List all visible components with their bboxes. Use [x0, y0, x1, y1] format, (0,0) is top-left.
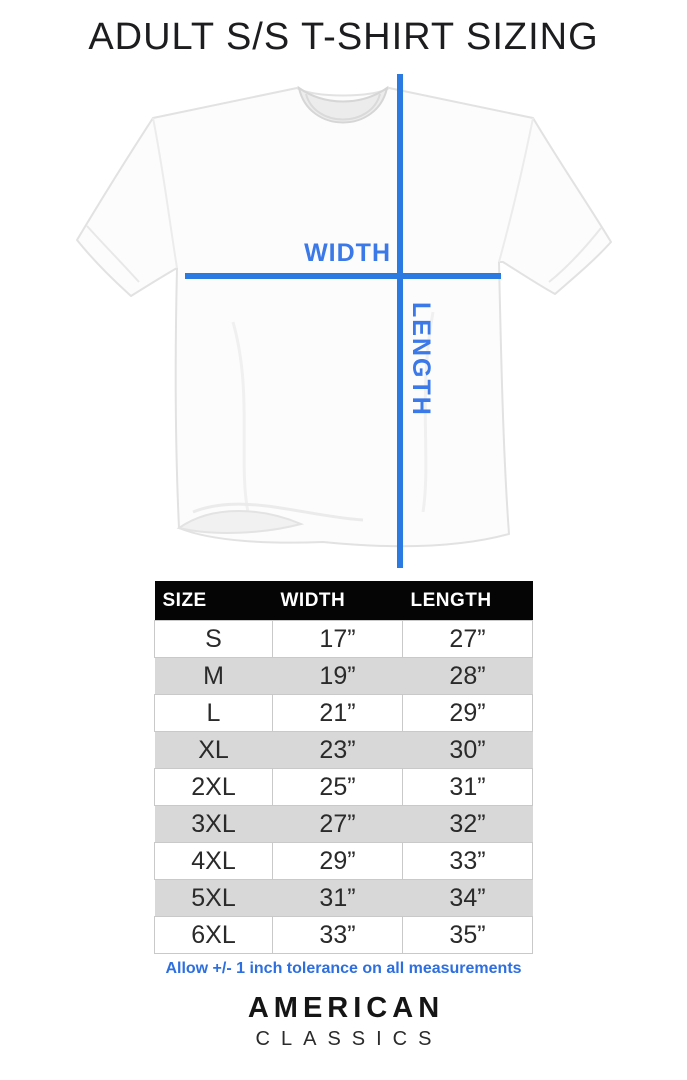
- width-cell: 31”: [319, 883, 356, 912]
- table-row: 4XL 29” 33”: [154, 842, 533, 880]
- width-cell: 23”: [319, 735, 356, 764]
- col-header-length: LENGTH: [402, 581, 533, 621]
- size-cell: 5XL: [191, 883, 236, 912]
- length-cell: 27”: [402, 620, 533, 658]
- length-cell: 29”: [402, 694, 533, 732]
- width-cell: 29”: [272, 842, 403, 880]
- width-cell: 25”: [272, 768, 403, 806]
- table-header-row: SIZE WIDTH LENGTH: [154, 581, 533, 621]
- brand-subname: CLASSICS: [255, 1028, 443, 1050]
- width-cell: 21”: [272, 694, 403, 732]
- length-label: LENGTH: [407, 302, 435, 417]
- size-cell: 6XL: [154, 916, 273, 954]
- tshirt-diagram: WIDTH LENGTH: [63, 72, 623, 572]
- tshirt-image: [76, 85, 612, 548]
- width-measure-line: [185, 273, 501, 279]
- size-cell: 2XL: [154, 768, 273, 806]
- tolerance-note: Allow +/- 1 inch tolerance on all measur…: [165, 960, 522, 977]
- length-measure-line: [397, 74, 403, 568]
- length-cell: 33”: [402, 842, 533, 880]
- brand-logo: AMERICAN CLASSICS: [0, 992, 687, 1051]
- brand-name: AMERICAN: [247, 992, 445, 1024]
- table-row: S 17” 27”: [154, 620, 533, 658]
- table-row: 3XL 27” 32”: [154, 805, 533, 843]
- size-cell: 3XL: [191, 809, 236, 838]
- col-header-width: WIDTH: [272, 581, 403, 621]
- size-cell: XL: [198, 735, 229, 764]
- table-row: M 19” 28”: [154, 657, 533, 695]
- col-header-size: SIZE: [154, 581, 273, 621]
- table-row: L 21” 29”: [154, 694, 533, 732]
- length-cell: 30”: [449, 735, 486, 764]
- width-cell: 17”: [272, 620, 403, 658]
- size-cell: M: [203, 661, 224, 690]
- size-cell: 4XL: [154, 842, 273, 880]
- size-cell: S: [154, 620, 273, 658]
- table-row: 5XL 31” 34”: [154, 879, 533, 917]
- width-cell: 27”: [319, 809, 356, 838]
- width-label: WIDTH: [304, 239, 391, 267]
- length-cell: 32”: [449, 809, 486, 838]
- page-title: ADULT S/S T-SHIRT SIZING: [88, 16, 599, 58]
- length-cell: 28”: [449, 661, 486, 690]
- table-row: 6XL 33” 35”: [154, 916, 533, 954]
- size-table: SIZE WIDTH LENGTH S 17” 27” M 19” 28” L …: [154, 581, 533, 954]
- table-row: XL 23” 30”: [154, 731, 533, 769]
- length-cell: 31”: [402, 768, 533, 806]
- width-cell: 19”: [319, 661, 356, 690]
- length-cell: 35”: [402, 916, 533, 954]
- table-row: 2XL 25” 31”: [154, 768, 533, 806]
- width-cell: 33”: [272, 916, 403, 954]
- size-cell: L: [154, 694, 273, 732]
- length-cell: 34”: [449, 883, 486, 912]
